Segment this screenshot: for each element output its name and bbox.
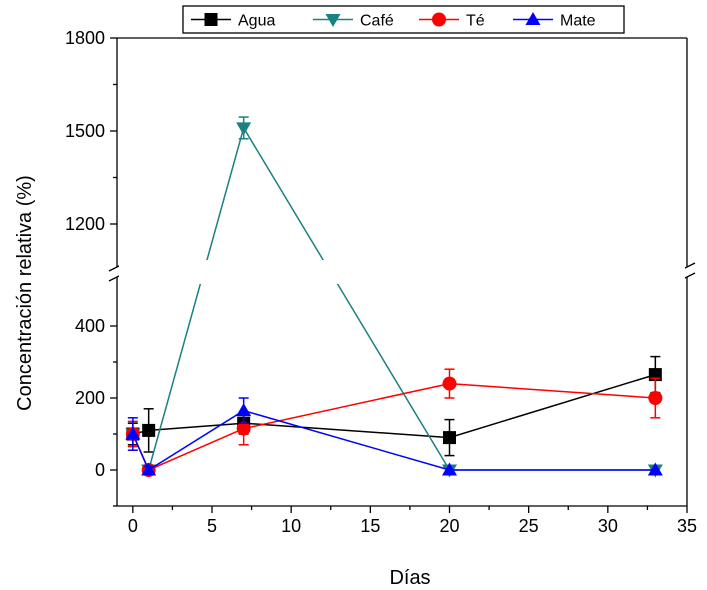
legend-marker — [204, 13, 218, 26]
series-line — [132, 126, 656, 473]
series-Té — [125, 368, 663, 477]
x-tick-label: 30 — [598, 516, 618, 536]
x-tick-label: 25 — [519, 516, 539, 536]
x-tick-label: 35 — [677, 516, 697, 536]
axis-break-gap — [119, 260, 685, 284]
data-point — [648, 391, 663, 405]
data-point — [236, 122, 252, 136]
legend-label: Café — [360, 13, 394, 30]
series-layer — [119, 116, 685, 478]
y-axis-title: Concentración relativa (%) — [14, 175, 36, 411]
series-Café — [125, 116, 663, 478]
x-tick-label: 0 — [128, 516, 138, 536]
data-point — [236, 403, 252, 417]
series-Agua — [126, 355, 662, 457]
y-tick-label: 1800 — [65, 28, 105, 48]
legend-marker — [325, 14, 341, 27]
data-point — [236, 421, 251, 436]
series-Mate — [125, 397, 663, 476]
legend-label: Té — [466, 13, 485, 30]
legend: Agua Café Té Mate — [182, 5, 625, 34]
data-point — [647, 462, 663, 476]
axes: 0 5 10 15 20 25 30 35 0 200 400 1200 1500 1800 — [65, 28, 697, 536]
data-point — [442, 376, 457, 391]
data-point — [142, 423, 156, 437]
x-tick-label: 15 — [360, 516, 380, 536]
y-tick-label: 0 — [95, 460, 105, 480]
series-line — [132, 409, 656, 472]
legend-label: Mate — [560, 13, 596, 30]
data-point — [443, 431, 456, 445]
x-tick-label: 5 — [207, 516, 217, 536]
data-point — [125, 426, 141, 440]
y-tick-label: 1200 — [65, 214, 105, 234]
data-point — [442, 462, 457, 476]
y-tick-label: 400 — [75, 316, 105, 336]
series-line — [132, 373, 656, 439]
y-tick-label: 200 — [75, 388, 105, 408]
y-tick-label: 1500 — [65, 121, 105, 141]
x-tick-label: 20 — [439, 516, 459, 536]
legend-marker — [432, 12, 446, 27]
x-axis-title: Días — [389, 567, 430, 589]
series-line — [132, 382, 656, 471]
x-tick-label: 10 — [281, 516, 301, 536]
legend-marker — [525, 12, 541, 25]
data-point — [141, 462, 157, 476]
legend-label: Agua — [238, 13, 275, 30]
